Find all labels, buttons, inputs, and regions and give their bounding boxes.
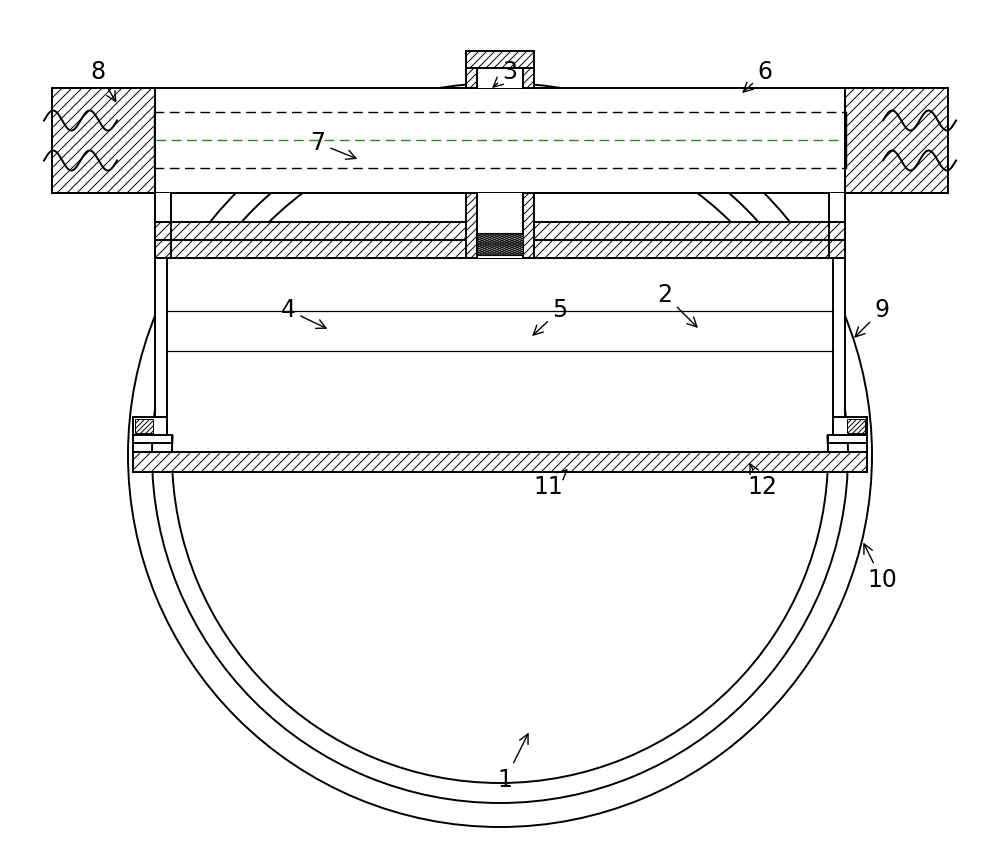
Bar: [133, 417, 167, 435]
Text: 8: 8: [90, 60, 116, 101]
Bar: [477, 193, 523, 258]
Bar: [133, 452, 867, 472]
Bar: [133, 435, 172, 443]
Bar: [523, 193, 534, 258]
Bar: [828, 435, 867, 443]
Bar: [52, 88, 948, 193]
Bar: [155, 222, 845, 258]
Text: 6: 6: [743, 60, 772, 92]
Text: 12: 12: [747, 464, 777, 499]
Bar: [466, 193, 477, 258]
Bar: [523, 68, 534, 88]
Bar: [833, 258, 845, 435]
Bar: [466, 68, 477, 88]
Bar: [833, 417, 867, 435]
Text: 10: 10: [864, 544, 897, 592]
Text: 11: 11: [533, 470, 567, 499]
Bar: [155, 222, 845, 258]
Bar: [466, 51, 534, 68]
Bar: [847, 419, 865, 433]
Text: 1: 1: [498, 734, 528, 792]
Bar: [466, 193, 477, 258]
Bar: [155, 258, 167, 435]
Bar: [135, 419, 153, 433]
Text: 2: 2: [658, 283, 697, 327]
Bar: [845, 88, 948, 193]
Bar: [52, 88, 155, 193]
Text: 9: 9: [855, 298, 890, 337]
Bar: [133, 452, 867, 472]
Bar: [523, 68, 534, 88]
Bar: [847, 419, 865, 433]
Bar: [477, 233, 523, 255]
Bar: [829, 193, 845, 258]
Text: 5: 5: [533, 298, 568, 335]
Bar: [466, 51, 534, 68]
Bar: [523, 193, 534, 258]
Text: 3: 3: [493, 60, 518, 88]
Text: 4: 4: [280, 298, 326, 329]
Bar: [155, 193, 171, 258]
Bar: [155, 240, 845, 258]
Bar: [477, 68, 523, 88]
Bar: [155, 258, 845, 435]
Bar: [52, 88, 155, 193]
Bar: [466, 68, 477, 88]
Bar: [477, 233, 523, 255]
Bar: [135, 419, 153, 433]
Bar: [845, 88, 948, 193]
Bar: [155, 240, 845, 258]
Text: 7: 7: [310, 131, 356, 160]
